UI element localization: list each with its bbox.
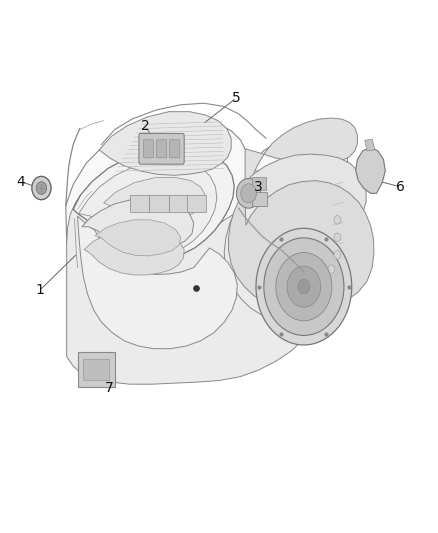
Polygon shape bbox=[252, 192, 267, 206]
Polygon shape bbox=[356, 147, 385, 193]
Polygon shape bbox=[73, 146, 234, 260]
Polygon shape bbox=[229, 181, 374, 310]
Circle shape bbox=[320, 277, 327, 286]
Text: 3: 3 bbox=[254, 180, 262, 194]
Circle shape bbox=[237, 179, 261, 208]
Polygon shape bbox=[104, 177, 205, 221]
Circle shape bbox=[241, 184, 256, 203]
Polygon shape bbox=[169, 196, 187, 213]
Circle shape bbox=[36, 182, 47, 195]
Circle shape bbox=[334, 216, 341, 224]
Circle shape bbox=[298, 279, 310, 294]
Polygon shape bbox=[83, 359, 110, 381]
Polygon shape bbox=[67, 195, 344, 384]
Polygon shape bbox=[79, 159, 217, 256]
Text: 1: 1 bbox=[35, 284, 44, 297]
Polygon shape bbox=[78, 352, 115, 387]
Circle shape bbox=[256, 228, 352, 345]
FancyBboxPatch shape bbox=[139, 133, 184, 164]
Polygon shape bbox=[84, 229, 184, 275]
Polygon shape bbox=[149, 196, 169, 213]
FancyBboxPatch shape bbox=[170, 140, 180, 158]
Circle shape bbox=[334, 251, 341, 259]
Circle shape bbox=[334, 233, 341, 241]
Text: 2: 2 bbox=[141, 119, 149, 133]
Polygon shape bbox=[365, 139, 375, 151]
Text: 5: 5 bbox=[232, 91, 241, 105]
Polygon shape bbox=[245, 118, 357, 193]
Polygon shape bbox=[130, 196, 149, 213]
Polygon shape bbox=[78, 216, 237, 349]
Text: 6: 6 bbox=[396, 180, 405, 194]
Polygon shape bbox=[66, 117, 355, 316]
Polygon shape bbox=[187, 196, 206, 213]
Polygon shape bbox=[252, 177, 266, 190]
Text: 4: 4 bbox=[17, 175, 25, 189]
Polygon shape bbox=[99, 112, 231, 175]
Text: 7: 7 bbox=[105, 382, 114, 395]
Circle shape bbox=[264, 238, 344, 335]
Polygon shape bbox=[82, 199, 194, 251]
FancyBboxPatch shape bbox=[143, 140, 154, 158]
Circle shape bbox=[287, 266, 321, 307]
Circle shape bbox=[328, 265, 335, 273]
Polygon shape bbox=[244, 154, 366, 223]
Circle shape bbox=[276, 253, 332, 321]
FancyBboxPatch shape bbox=[156, 140, 167, 158]
Polygon shape bbox=[95, 220, 181, 256]
Circle shape bbox=[32, 176, 51, 200]
